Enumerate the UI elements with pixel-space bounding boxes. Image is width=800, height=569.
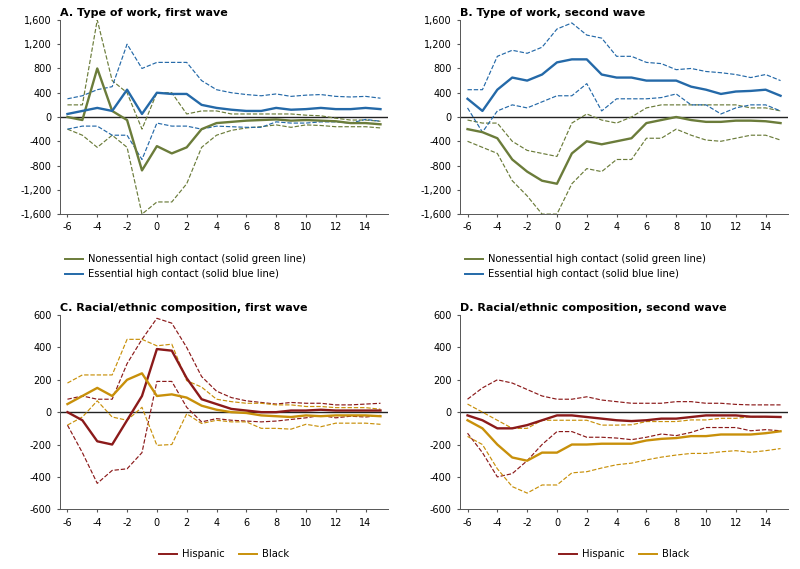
Text: B. Type of work, second wave: B. Type of work, second wave: [460, 8, 646, 18]
Text: C. Racial/ethnic composition, first wave: C. Racial/ethnic composition, first wave: [60, 303, 307, 313]
Text: D. Racial/ethnic composition, second wave: D. Racial/ethnic composition, second wav…: [460, 303, 726, 313]
Legend: Hispanic, Black: Hispanic, Black: [558, 549, 690, 559]
Legend: Nonessential high contact (solid green line), Essential high contact (solid blue: Nonessential high contact (solid green l…: [65, 254, 306, 279]
Text: A. Type of work, first wave: A. Type of work, first wave: [60, 8, 228, 18]
Legend: Nonessential high contact (solid green line), Essential high contact (solid blue: Nonessential high contact (solid green l…: [465, 254, 706, 279]
Legend: Hispanic, Black: Hispanic, Black: [158, 549, 290, 559]
